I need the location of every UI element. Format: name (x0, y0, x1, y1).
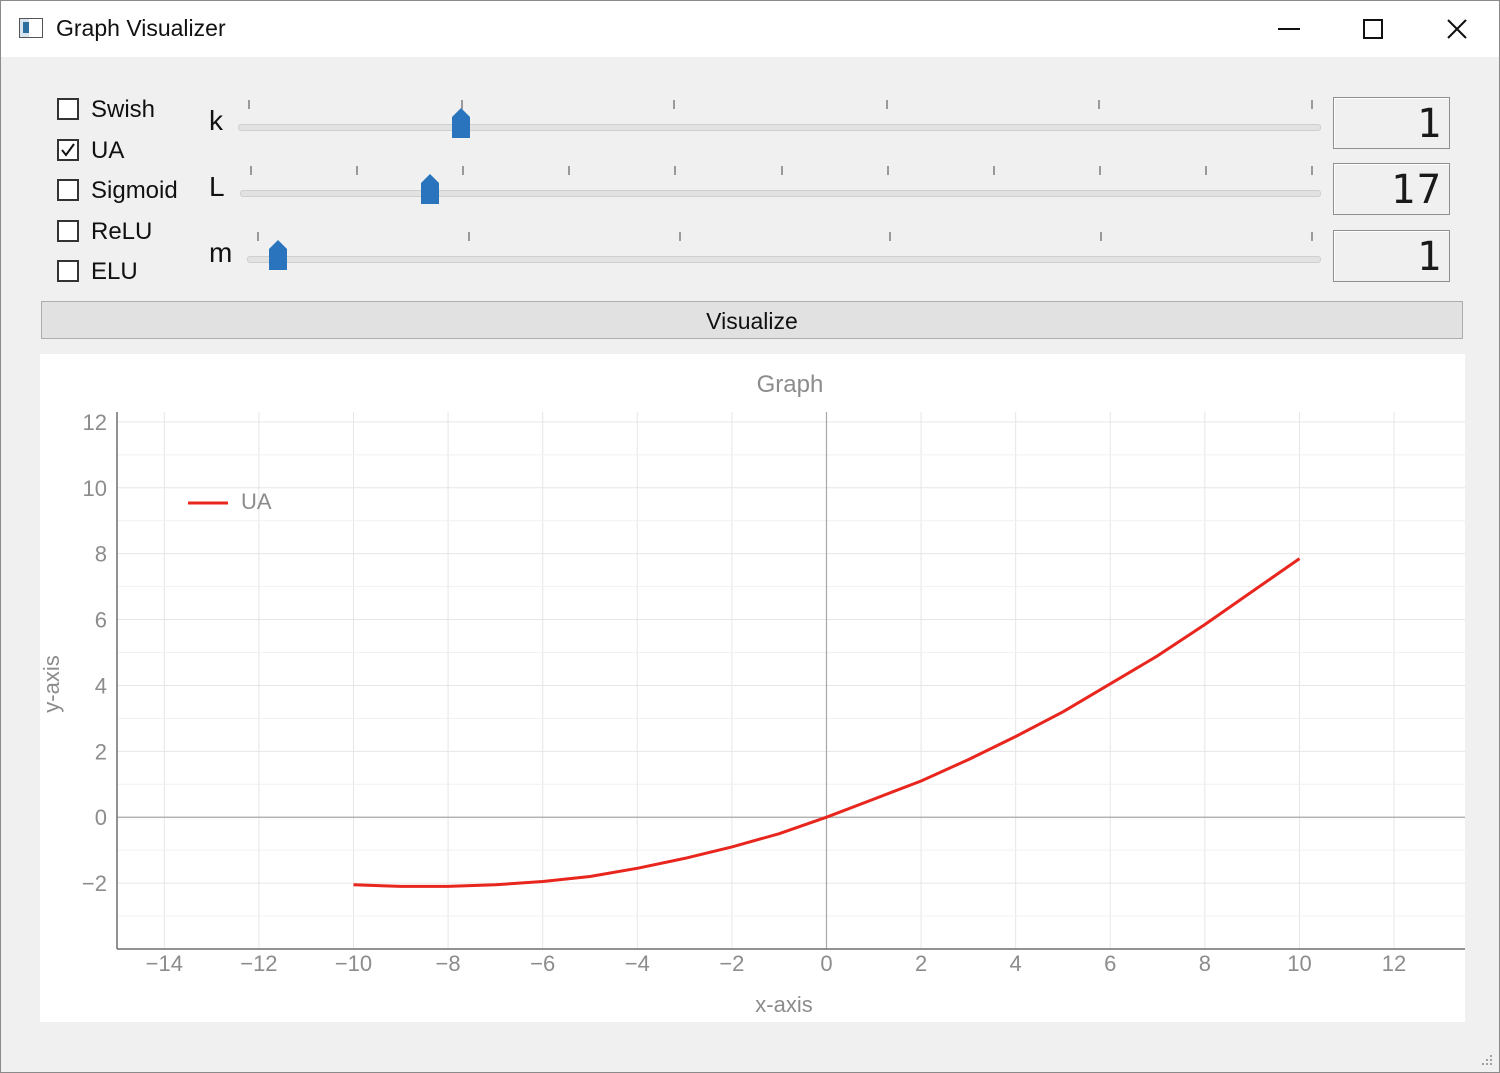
lcd-display-m: 1 (1333, 230, 1450, 282)
slider-tick (1100, 232, 1103, 241)
slider-tick (673, 100, 676, 109)
checkbox-box[interactable] (57, 220, 79, 242)
slider-tick (992, 166, 995, 175)
slider-track[interactable] (247, 256, 1321, 263)
slider-tick (467, 232, 470, 241)
slider-tick (1204, 166, 1207, 175)
slider-tick (886, 166, 889, 175)
checkmark-icon (61, 143, 75, 157)
x-tick-label: −12 (240, 951, 277, 976)
slider-tick (885, 100, 888, 109)
slider-tick (1098, 100, 1101, 109)
y-tick-label: −2 (82, 871, 107, 896)
graph-panel: −14 −12 −10 −8 −6 −4 −2 0 2 4 6 8 10 12 −2 0 2 4 6 8 10 12 Gra… (39, 354, 1465, 1022)
checkbox-label: UA (91, 137, 125, 164)
slider-handle[interactable] (267, 239, 289, 271)
y-tick-label: 6 (95, 608, 107, 633)
x-tick-label: −10 (335, 951, 372, 976)
minimize-icon (1278, 28, 1300, 30)
slider-track[interactable] (240, 190, 1321, 197)
lcd-value: 1 (1416, 101, 1443, 147)
window-title: Graph Visualizer (56, 15, 226, 41)
x-tick-label: 2 (915, 951, 927, 976)
resize-grip-icon[interactable] (1479, 1052, 1493, 1066)
slider-handle[interactable] (419, 173, 441, 205)
y-tick-label: 10 (83, 476, 107, 501)
checkbox-box[interactable] (57, 139, 79, 161)
slider-tick (1311, 166, 1313, 175)
slider-track[interactable] (238, 124, 1321, 131)
app-window-icon (19, 18, 43, 38)
slider-tick (1311, 232, 1313, 241)
checkbox-box[interactable] (57, 98, 79, 120)
x-tick-label: −6 (530, 951, 555, 976)
slider-tick (780, 166, 783, 175)
y-tick-label: 2 (95, 739, 107, 764)
x-tick-label: 10 (1287, 951, 1311, 976)
y-axis-title: y-axis (40, 655, 64, 712)
slider-tick (257, 232, 259, 241)
y-tick-label: 4 (95, 673, 107, 698)
lcd-value: 17 (1390, 167, 1443, 213)
checkbox-label: Sigmoid (91, 177, 178, 204)
lcd-display-k: 1 (1333, 97, 1450, 149)
slider-tick (250, 166, 252, 175)
y-tick-label: 12 (83, 410, 107, 435)
x-axis-title: x-axis (755, 992, 812, 1017)
checkbox-box[interactable] (57, 260, 79, 282)
minimize-button[interactable] (1247, 1, 1331, 57)
maximize-icon (1363, 19, 1383, 39)
checkbox-label: ReLU (91, 218, 153, 245)
slider-tick (462, 166, 465, 175)
visualize-button[interactable]: Visualize (41, 301, 1463, 339)
slider-m[interactable] (247, 232, 1321, 292)
x-tick-label: 0 (820, 951, 832, 976)
slider-k[interactable] (238, 100, 1321, 160)
lcd-value: 1 (1416, 234, 1443, 280)
slider-label-k: k (209, 105, 223, 136)
title-bar[interactable]: Graph Visualizer (1, 1, 1499, 57)
graph-chart: −14 −12 −10 −8 −6 −4 −2 0 2 4 6 8 10 12 −2 0 2 4 6 8 10 12 Gra… (39, 371, 1465, 1017)
chart-title: Graph (757, 371, 824, 398)
slider-tick (356, 166, 359, 175)
slider-tick (568, 166, 571, 175)
slider-tick (1311, 100, 1313, 109)
close-icon (1447, 19, 1467, 39)
y-tick-label: 0 (95, 805, 107, 830)
y-tick-label: 8 (95, 542, 107, 567)
x-tick-label: 4 (1010, 951, 1022, 976)
slider-tick (889, 232, 892, 241)
slider-tick (460, 100, 463, 109)
x-tick-label: −8 (436, 951, 461, 976)
slider-label-m: m (209, 237, 233, 268)
x-tick-label: 6 (1104, 951, 1116, 976)
slider-l[interactable] (240, 166, 1321, 226)
slider-tick (674, 166, 677, 175)
close-button[interactable] (1415, 1, 1499, 57)
series-line-ua (353, 557, 1301, 888)
slider-tick (678, 232, 681, 241)
lcd-display-l: 17 (1333, 163, 1450, 215)
checkbox-label: ELU (91, 258, 138, 285)
slider-tick (248, 100, 250, 109)
slider-handle[interactable] (450, 107, 472, 139)
x-tick-label: 8 (1199, 951, 1211, 976)
checkbox-box[interactable] (57, 179, 79, 201)
legend-label-ua: UA (241, 489, 272, 514)
x-tick-label: −4 (625, 951, 650, 976)
slider-tick (1098, 166, 1101, 175)
maximize-button[interactable] (1331, 1, 1415, 57)
slider-label-l: L (209, 171, 225, 202)
checkbox-label: Swish (91, 96, 156, 123)
x-tick-label: 12 (1382, 951, 1406, 976)
x-tick-label: −14 (146, 951, 183, 976)
x-tick-label: −2 (719, 951, 744, 976)
